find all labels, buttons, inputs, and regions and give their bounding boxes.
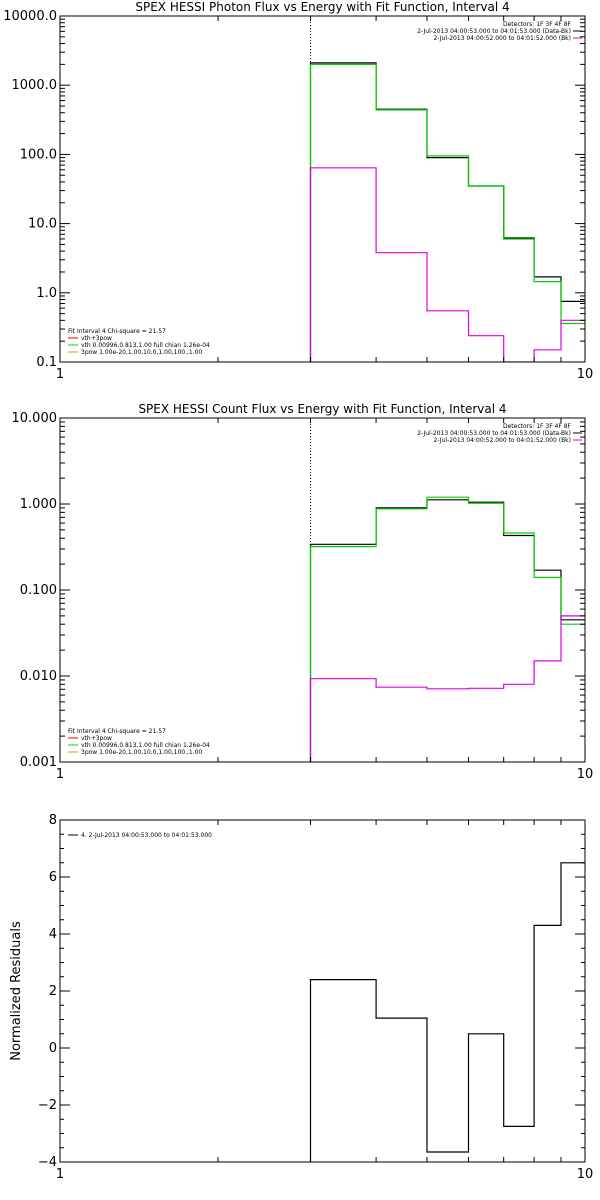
series-line-1 xyxy=(309,496,585,762)
legend-right-text: 2-Jul-2013 04:00:53.000 to 04:01:53.000 … xyxy=(417,430,571,437)
y-tick-label: 6 xyxy=(49,870,57,885)
legend-left-text: Fit Interval 4 Chi-square = 21.57 xyxy=(68,328,166,335)
legend-left-text: vth 0.00996,0.813,1.00 full chian 1.26e-… xyxy=(81,342,210,349)
legend-right-text: 2-Jul-2013 04:00:52.000 to 04:01:52.000 … xyxy=(433,437,571,444)
legend-left-text: 4. 2-Jul-2013 04:00:53.000 to 04:01:53.0… xyxy=(81,832,212,839)
y-tick-label: 0.100 xyxy=(20,583,57,598)
series-group xyxy=(309,862,585,1162)
y-tick-label: 0.001 xyxy=(20,755,57,770)
legend-left-text: 3pow 1.00e-20,1.00,10.0,1.00,100.,1.00 xyxy=(81,749,202,756)
y-tick-label: 10.000 xyxy=(12,411,58,426)
y-tick-label: −2 xyxy=(38,1098,57,1113)
legend-right-text: 2-Jul-2013 04:00:52.000 to 04:01:52.000 … xyxy=(433,35,571,42)
y-tick-label: 0.010 xyxy=(20,669,57,684)
y-tick-label: 0.1 xyxy=(36,355,57,370)
y-tick-label: 0 xyxy=(49,1041,57,1056)
x-tick-label: 1 xyxy=(56,1167,64,1182)
legend-right-text: Detectors: 1F 3F 4F 8F xyxy=(503,21,572,28)
x-tick-label: 10 xyxy=(577,1167,594,1182)
series-line-2 xyxy=(309,167,585,362)
count-flux-panel: SPEX HESSI Count Flux vs Energy with Fit… xyxy=(12,402,594,782)
legend-left-text: 3pow 1.00e-20,1.00,10.0,1.00,100.,1.00 xyxy=(81,349,202,356)
legend-right-text: Detectors: 1F 3F 4F 8F xyxy=(503,423,572,430)
series-line-0 xyxy=(309,499,585,762)
legend-left-text: vth 0.00996,0.813,1.00 full chian 1.26e-… xyxy=(81,742,210,749)
residuals-panel: Normalized Residuals 1 10 −4 −2 0 2 4 6 8 4. 2-Jul… xyxy=(9,813,593,1182)
series-line-0 xyxy=(309,62,585,362)
x-tick-label: 1 xyxy=(56,767,64,782)
x-tick-label: 1 xyxy=(56,367,64,382)
y-tick-label: 4 xyxy=(49,927,57,942)
plot-frame xyxy=(59,819,586,1163)
y-tick-label: −4 xyxy=(38,1155,57,1170)
y-tick-label: 100.0 xyxy=(20,147,57,162)
y-tick-label: 2 xyxy=(49,984,57,999)
x-tick-label: 10 xyxy=(577,767,594,782)
series-group xyxy=(309,496,585,762)
y-tick-label: 10.0 xyxy=(28,217,57,232)
chart-title: SPEX HESSI Count Flux vs Energy with Fit… xyxy=(138,402,506,416)
legend-left-text: vth+3pow xyxy=(81,335,112,342)
x-tick-label: 10 xyxy=(577,367,594,382)
plot-frame xyxy=(59,417,586,763)
y-tick-label: 10000.0 xyxy=(3,9,57,24)
chart-title: SPEX HESSI Photon Flux vs Energy with Fi… xyxy=(135,0,509,14)
plot-frame xyxy=(59,15,586,363)
series-line-1 xyxy=(309,63,585,362)
legend-left-text: Fit Interval 4 Chi-square = 21.57 xyxy=(68,728,166,735)
legend-left-text: vth+3pow xyxy=(81,735,112,742)
series-line-0 xyxy=(309,862,585,1162)
photon-flux-panel: SPEX HESSI Photon Flux vs Energy with Fi… xyxy=(3,0,593,382)
y-tick-label: 1.000 xyxy=(20,497,57,512)
y-tick-label: 1000.0 xyxy=(12,78,58,93)
legend-right-text: 2-Jul-2013 04:00:53.000 to 04:01:53.000 … xyxy=(417,28,571,35)
y-tick-label: 1.0 xyxy=(36,286,57,301)
y-axis-label: Normalized Residuals xyxy=(9,921,24,1061)
series-line-2 xyxy=(309,615,585,762)
series-group xyxy=(309,62,585,362)
y-tick-label: 8 xyxy=(49,813,57,828)
